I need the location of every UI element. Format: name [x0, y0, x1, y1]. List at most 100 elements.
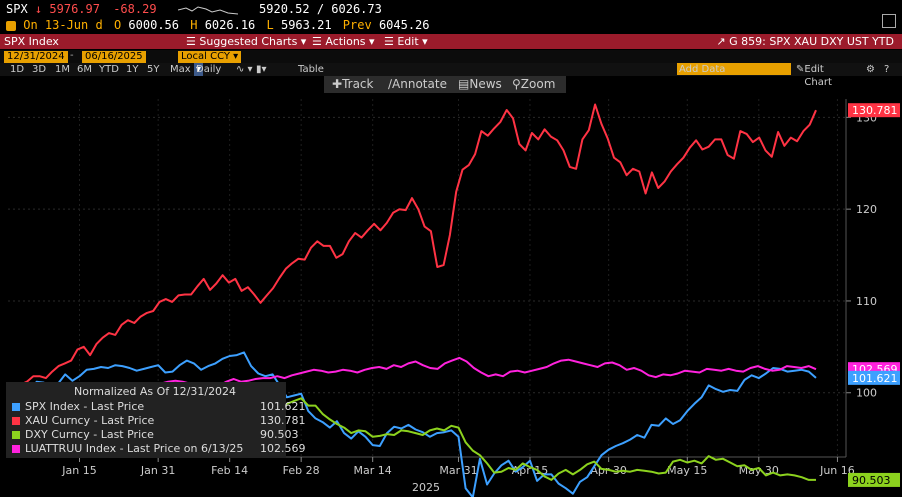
popout-icon[interactable]	[882, 14, 896, 28]
legend-value: 90.503	[260, 428, 299, 441]
timeframe-3d[interactable]: 3D	[32, 64, 47, 75]
x-tick-label: Mar 31	[439, 464, 477, 477]
track-button[interactable]: ✚ Track	[332, 77, 374, 91]
actions-menu[interactable]: ☰ Actions ▾	[312, 35, 375, 48]
date-separator: -	[70, 50, 74, 61]
menu-bar: SPX Index ☰ Suggested Charts ▾ ☰ Actions…	[0, 34, 902, 49]
timeframe-row: 1D 3D 1M 6M YTD 1Y 5Y Max Daily ▾ ∿ ▾ ▮▾…	[0, 63, 902, 88]
timeframe-1m[interactable]: 1M	[55, 64, 70, 75]
legend-label: XAU Curncy - Last Price	[25, 414, 155, 427]
series-line-0	[7, 351, 817, 497]
down-arrow-icon: ↓	[34, 2, 43, 16]
prev-label: Prev	[342, 18, 372, 32]
ticker-header: SPX ↓ 5976.97 -68.29 5920.52 / 6026.73 O…	[0, 0, 902, 34]
start-date-field[interactable]: 12/31/2024	[4, 51, 68, 63]
open-label: O	[113, 18, 122, 32]
x-tick-label: Feb 28	[283, 464, 320, 477]
chart-type-icon[interactable]: ∿ ▾	[236, 64, 253, 75]
track-label: Track	[342, 77, 374, 91]
x-tick-label: May 15	[667, 464, 707, 477]
frequency-select[interactable]: Daily ▾	[194, 63, 222, 76]
y-tick-label: 100	[856, 387, 877, 400]
legend-value: 102.569	[260, 442, 306, 455]
legend-item-luattruu[interactable]: LUATTRUU Index - Last Price on 6/13/25 1…	[12, 442, 306, 455]
timeframe-1y[interactable]: 1Y	[126, 64, 139, 75]
edit-menu[interactable]: ☰ Edit ▾	[384, 35, 428, 48]
market-status-icon	[6, 20, 16, 31]
price-change: -68.29	[113, 2, 157, 16]
legend-header: Normalized As Of 12/31/2024	[74, 385, 237, 398]
prev-value: 6045.26	[378, 18, 430, 32]
end-label-text: 90.503	[852, 474, 891, 487]
edit-chart-button[interactable]: ✎ Edit Chart	[796, 64, 832, 88]
security-field[interactable]: SPX Index	[4, 35, 59, 48]
chart-legend: Normalized As Of 12/31/2024 SPX Index - …	[6, 382, 306, 458]
annotate-button[interactable]: ∕ Annotate	[388, 77, 447, 91]
legend-item-spx[interactable]: SPX Index - Last Price 101.621	[12, 400, 306, 413]
legend-item-xau[interactable]: XAU Curncy - Last Price 130.781	[12, 414, 306, 427]
page-title: ↗ G 859: SPX XAU DXY UST YTD	[716, 35, 894, 48]
actions-label: Actions	[325, 35, 366, 48]
add-data-field[interactable]: Add Data	[677, 63, 791, 75]
annotate-label: Annotate	[392, 77, 447, 91]
on-date: On 13-Jun d	[23, 18, 103, 32]
currency-label: Local CCY	[181, 51, 230, 62]
high-value: 6026.16	[204, 18, 256, 32]
high-label: H	[190, 18, 198, 32]
end-label-text: 130.781	[852, 104, 898, 117]
date-range-row: 12/31/2024 - 06/16/2025 Local CCY ▾	[0, 50, 902, 64]
news-button[interactable]: ▤ News	[458, 77, 502, 91]
frequency-label: Daily	[196, 64, 222, 75]
legend-swatch	[12, 403, 20, 411]
low-label: L	[266, 18, 274, 32]
legend-label: SPX Index - Last Price	[25, 400, 145, 413]
y-tick-label: 120	[856, 203, 877, 216]
news-label: News	[469, 77, 502, 91]
timeframe-6m[interactable]: 6M	[77, 64, 92, 75]
timeframe-5y[interactable]: 5Y	[147, 64, 160, 75]
sparkline-icon	[177, 5, 238, 14]
legend-swatch	[12, 431, 20, 439]
legend-label: LUATTRUU Index - Last Price on 6/13/25	[25, 442, 244, 455]
suggested-charts-label: Suggested Charts	[199, 35, 298, 48]
bar-chart-icon[interactable]: ▮▾	[256, 64, 267, 75]
zoom-label: Zoom	[520, 77, 556, 91]
edit-chart-label: Edit Chart	[804, 64, 832, 88]
x-tick-label: Feb 14	[211, 464, 248, 477]
x-tick-label: Jun 16	[819, 464, 855, 477]
end-label-box	[848, 370, 900, 385]
help-icon[interactable]: ?	[884, 64, 890, 75]
edit-label: Edit	[397, 35, 419, 48]
timeframe-1d[interactable]: 1D	[10, 64, 25, 75]
x-tick-label: Jan 15	[61, 464, 96, 477]
end-label-box	[848, 103, 900, 118]
zoom-button[interactable]: ⚲ Zoom	[512, 77, 556, 91]
settings-icon[interactable]: ⚙	[866, 64, 875, 75]
x-axis-label: 2025	[412, 481, 440, 494]
timeframe-ytd[interactable]: YTD	[99, 64, 119, 75]
legend-swatch	[12, 445, 20, 453]
y-tick-label: 110	[856, 295, 877, 308]
table-button[interactable]: Table	[298, 64, 324, 75]
x-tick-label: Mar 14	[354, 464, 392, 477]
end-date-field[interactable]: 06/16/2025	[82, 51, 146, 63]
legend-value: 101.621	[260, 400, 306, 413]
x-tick-label: Jan 31	[140, 464, 175, 477]
end-label-text: 101.621	[852, 372, 898, 385]
currency-select[interactable]: Local CCY ▾	[178, 51, 242, 63]
chart-toolbar: ✚ Track ∕ Annotate ▤ News ⚲ Zoom	[324, 76, 566, 93]
suggested-charts-menu[interactable]: ☰ Suggested Charts ▾	[186, 35, 307, 48]
ticker-symbol[interactable]: SPX	[6, 2, 28, 16]
legend-value: 130.781	[260, 414, 306, 427]
low-value: 5963.21	[280, 18, 332, 32]
timeframe-max[interactable]: Max	[170, 64, 191, 75]
series-line-1	[7, 103, 817, 394]
x-axis: Jan 15 Jan 31 Feb 14 Feb 28 Mar 14 Mar 31 Apr …	[8, 456, 855, 477]
legend-swatch	[12, 417, 20, 425]
legend-item-dxy[interactable]: DXY Curncy - Last Price 90.503	[12, 428, 299, 441]
last-price: 5976.97	[49, 2, 100, 16]
page-title-label: G 859: SPX XAU DXY UST YTD	[729, 35, 894, 48]
open-value: 6000.56	[128, 18, 179, 32]
